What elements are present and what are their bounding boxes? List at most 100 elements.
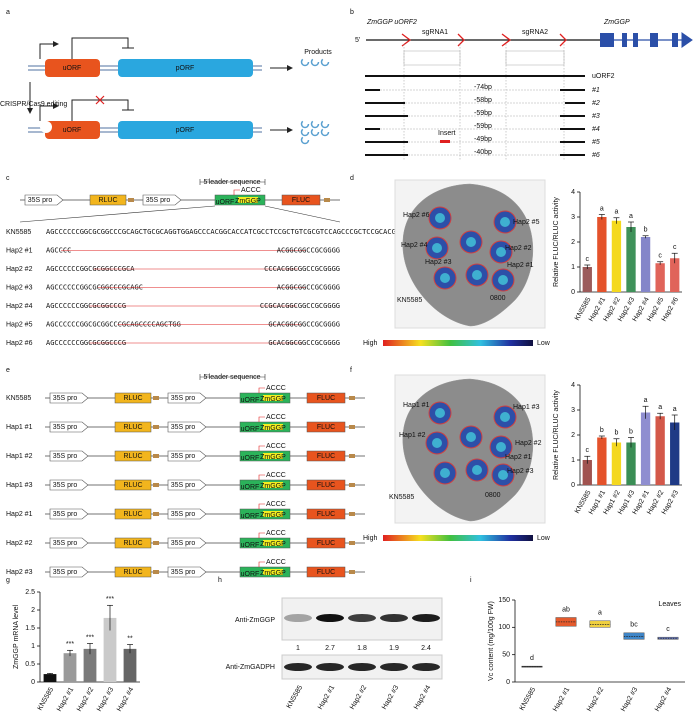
terminator	[153, 454, 159, 458]
significance: b	[644, 227, 648, 234]
label: FLUC	[317, 453, 335, 460]
band	[284, 663, 312, 671]
label: ACCC	[266, 501, 286, 508]
spot-core	[432, 243, 442, 253]
terminator	[153, 396, 159, 400]
promoter	[24, 194, 64, 206]
terminator	[153, 570, 159, 574]
uorf-box	[263, 540, 283, 546]
significance: a	[600, 205, 604, 212]
label: 35S pro	[53, 511, 78, 518]
promoter	[49, 392, 89, 404]
label: ACCC	[266, 530, 286, 537]
label: Hap2 #2	[6, 266, 33, 273]
band	[316, 614, 344, 622]
promoter	[49, 450, 89, 462]
x-tick-label: Hap2 #4	[654, 686, 673, 713]
x-tick-label: Hap2 #2	[586, 686, 605, 713]
label: Hap1 #1	[403, 402, 430, 409]
label: #2	[592, 100, 600, 107]
label: Hap2 #2	[505, 245, 532, 252]
start-mark	[258, 416, 265, 422]
label: -40bp	[474, 149, 492, 156]
product	[320, 119, 330, 129]
product	[300, 57, 310, 67]
promoter	[167, 421, 207, 433]
significance: a	[673, 406, 677, 413]
promoter	[49, 508, 89, 520]
x-tick-label: Hap2 #3	[96, 686, 115, 713]
band	[380, 663, 408, 671]
y-tick-label: 0	[31, 679, 35, 686]
y-tick-label: 1	[571, 457, 575, 464]
label: 1.8	[357, 645, 367, 652]
bar	[670, 422, 680, 485]
significance: ***	[86, 634, 94, 641]
significance: ***	[106, 596, 114, 603]
bar	[655, 263, 665, 292]
y-tick-label: 2	[571, 432, 575, 439]
uorf-box	[263, 424, 283, 430]
start-mark	[258, 532, 265, 538]
label: RLUC	[123, 511, 142, 518]
label: ZmGGP	[235, 198, 261, 205]
label: High	[363, 535, 378, 542]
panel-label: h	[218, 577, 222, 584]
label: Hap2 #4	[401, 242, 428, 249]
label: RLUC	[123, 569, 142, 576]
y-tick-label: 150	[498, 597, 510, 604]
label: Hap2 #5	[513, 219, 540, 226]
rluc	[114, 508, 152, 520]
label: ACCC	[266, 559, 286, 566]
label: 1.9	[389, 645, 399, 652]
start-mark	[258, 387, 265, 393]
label: 35S pro	[28, 197, 53, 204]
label: 2.7	[325, 645, 335, 652]
significance: a	[644, 397, 648, 404]
label: GCACGGCGGCCGCGGGG	[268, 339, 340, 347]
x-tick-label: Hap2 #1	[56, 686, 75, 713]
label: uORF	[241, 542, 260, 549]
significance: c	[673, 244, 677, 251]
label: #3	[592, 113, 600, 120]
label: Insert	[438, 130, 456, 137]
color-scale	[383, 535, 533, 541]
uorf-box	[45, 121, 100, 139]
fluc	[306, 392, 346, 404]
terminator	[349, 541, 355, 545]
significance: b	[600, 427, 604, 434]
promoter	[167, 392, 207, 404]
y-tick-label: 0	[506, 679, 510, 686]
label: sgRNA2	[522, 29, 548, 36]
band	[316, 663, 344, 671]
start-mark	[258, 503, 265, 509]
label: uORF	[241, 397, 260, 404]
band	[348, 614, 376, 622]
y-tick-label: 2	[31, 607, 35, 614]
label: ZmGGP	[260, 483, 286, 490]
promoter	[142, 194, 182, 206]
label: Anti-ZmGGP	[235, 617, 275, 624]
sg-box	[505, 50, 565, 66]
y-tick-label: 1	[571, 264, 575, 271]
label: ZmGGP	[260, 425, 286, 432]
promoter	[167, 479, 207, 491]
chart-title: Leaves	[658, 601, 681, 608]
product	[320, 127, 330, 137]
y-tick-label: 0.5	[25, 661, 35, 668]
leader-bracket	[199, 179, 266, 185]
cut-site	[401, 33, 412, 47]
bar	[640, 237, 651, 292]
panel-label: i	[470, 577, 472, 584]
spot-core	[440, 468, 450, 478]
rluc	[89, 194, 127, 206]
label: uORF	[241, 426, 260, 433]
spot-core	[500, 412, 510, 422]
uorf-box	[238, 197, 258, 203]
y-axis-label: Relative FLUC/RLUC activity	[553, 390, 560, 480]
label: 35S pro	[53, 424, 78, 431]
spot-core	[498, 470, 508, 480]
spot-core	[472, 270, 482, 280]
label: 5'leader sequence	[204, 179, 261, 186]
spot-core	[498, 275, 508, 285]
